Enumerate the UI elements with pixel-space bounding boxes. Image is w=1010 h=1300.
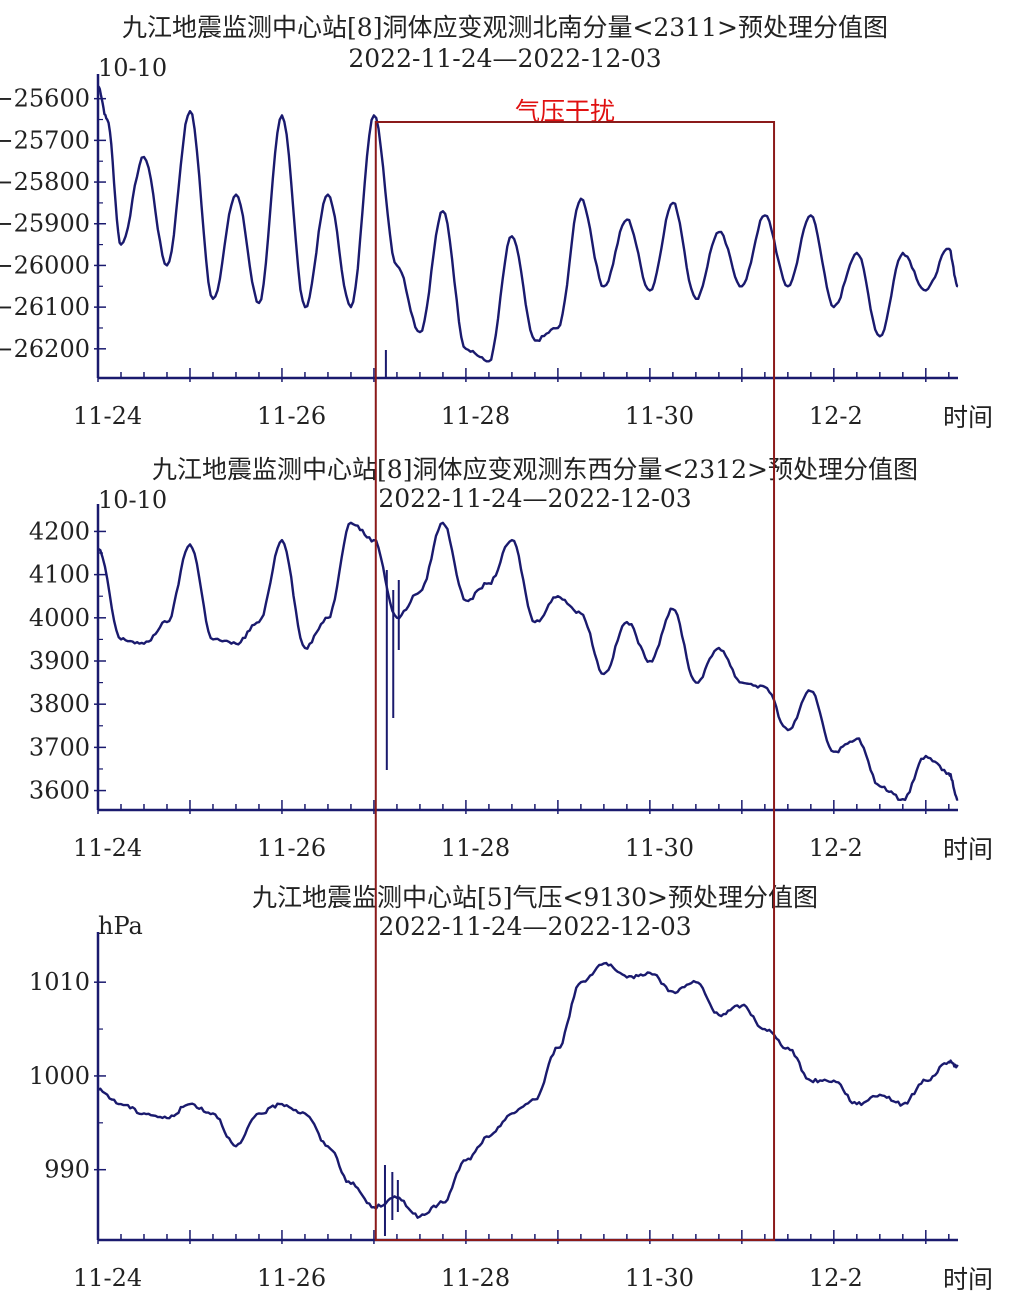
y-tick-label: 3800 [29, 690, 90, 718]
y-tick-label: 4000 [29, 604, 90, 632]
x-tick-label: 11-28 [441, 834, 510, 862]
x-tick-label: 11-30 [625, 1264, 694, 1292]
y-tick-label: 990 [44, 1156, 90, 1184]
chart2-xlabel: 时间 [943, 835, 994, 864]
y-tick-label: 3900 [29, 647, 90, 675]
chart3-subtitle: 2022-11-24—2022-12-03 [378, 912, 692, 941]
y-tick-label: 4100 [29, 561, 90, 589]
annotation-box [374, 121, 776, 1241]
y-tick-label: −26200 [0, 335, 90, 363]
y-tick-label: −25900 [0, 210, 90, 238]
x-tick-label: 11-28 [441, 402, 510, 430]
chart3-title: 九江地震监测中心站[5]气压<9130>预处理分值图 [252, 883, 818, 912]
chart2-unit: 10-10 [98, 486, 168, 514]
x-tick-label: 11-26 [257, 1264, 326, 1292]
x-tick-label: 11-26 [257, 834, 326, 862]
x-tick-label: 11-26 [257, 402, 326, 430]
y-tick-label: −25700 [0, 126, 90, 154]
chart1-title: 九江地震监测中心站[8]洞体应变观测北南分量<2311>预处理分值图 [122, 13, 888, 42]
x-tick-label: 12-2 [809, 834, 863, 862]
chart2-series-line [97, 521, 959, 802]
chart1-xlabel: 时间 [943, 403, 994, 432]
x-tick-label: 11-24 [73, 1264, 142, 1292]
chart1-series-line [97, 85, 959, 363]
y-tick-label: 4200 [29, 517, 90, 545]
chart2-title: 九江地震监测中心站[8]洞体应变观测东西分量<2312>预处理分值图 [152, 455, 918, 484]
x-tick-label: 11-30 [625, 834, 694, 862]
y-tick-label: 3700 [29, 733, 90, 761]
chart3-xlabel: 时间 [943, 1265, 994, 1294]
chart2-subtitle: 2022-11-24—2022-12-03 [378, 484, 692, 513]
y-tick-label: −25800 [0, 168, 90, 196]
x-tick-label: 11-24 [73, 834, 142, 862]
y-tick-label: 3600 [29, 777, 90, 805]
x-tick-label: 11-24 [73, 402, 142, 430]
y-tick-label: −26100 [0, 293, 90, 321]
chart3-unit: hPa [98, 912, 143, 940]
chart3-series-line [97, 961, 959, 1219]
y-tick-label: 1000 [29, 1062, 90, 1090]
chart1-subtitle: 2022-11-24—2022-12-03 [348, 44, 662, 73]
x-tick-label: 12-2 [809, 402, 863, 430]
x-tick-label: 12-2 [809, 1264, 863, 1292]
y-tick-label: 1010 [29, 968, 90, 996]
chart1-unit: 10-10 [98, 54, 168, 82]
x-tick-label: 11-30 [625, 402, 694, 430]
y-tick-label: −25600 [0, 85, 90, 113]
x-tick-label: 11-28 [441, 1264, 510, 1292]
y-tick-label: −26000 [0, 251, 90, 279]
